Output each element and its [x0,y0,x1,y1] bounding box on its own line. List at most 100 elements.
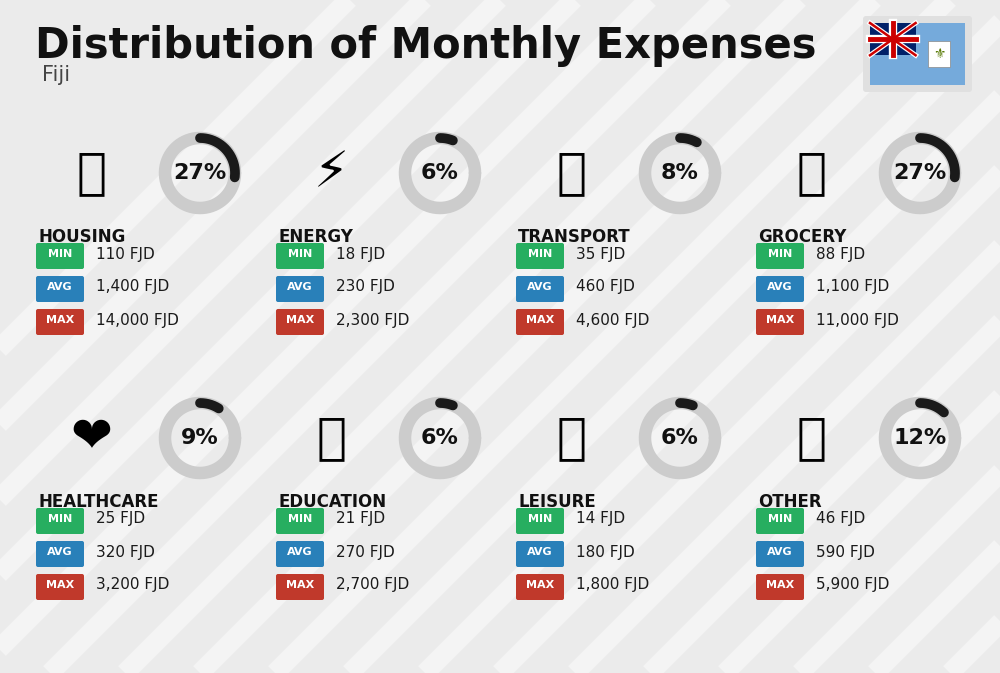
Text: MAX: MAX [526,315,554,325]
Text: 27%: 27% [893,163,947,183]
Bar [928,41,950,67]
FancyBboxPatch shape [516,276,564,302]
Text: 🛍️: 🛍️ [557,414,587,462]
FancyBboxPatch shape [516,243,564,269]
Text: AVG: AVG [287,282,313,292]
FancyBboxPatch shape [863,16,972,92]
Text: ENERGY: ENERGY [278,228,353,246]
FancyBboxPatch shape [516,541,564,567]
Text: 🛒: 🛒 [797,149,827,197]
Text: 14,000 FJD: 14,000 FJD [96,312,179,328]
FancyBboxPatch shape [36,574,84,600]
Text: Fiji: Fiji [42,65,70,85]
Text: MIN: MIN [768,249,792,259]
Text: 270 FJD: 270 FJD [336,544,395,559]
Text: AVG: AVG [767,282,793,292]
Text: 3,200 FJD: 3,200 FJD [96,577,169,592]
Text: MIN: MIN [48,249,72,259]
Text: 230 FJD: 230 FJD [336,279,395,295]
Text: GROCERY: GROCERY [758,228,846,246]
Text: Distribution of Monthly Expenses: Distribution of Monthly Expenses [35,25,816,67]
FancyBboxPatch shape [516,309,564,335]
Bar [870,23,965,85]
FancyBboxPatch shape [276,508,324,534]
Text: MAX: MAX [766,315,794,325]
Text: MIN: MIN [288,249,312,259]
Text: ⚜: ⚜ [933,47,946,61]
Text: 🚌: 🚌 [557,149,587,197]
Text: AVG: AVG [47,282,73,292]
FancyBboxPatch shape [36,309,84,335]
Text: 8%: 8% [661,163,699,183]
FancyBboxPatch shape [276,541,324,567]
Text: 1,100 FJD: 1,100 FJD [816,279,889,295]
Text: 6%: 6% [421,163,459,183]
Text: 11,000 FJD: 11,000 FJD [816,312,899,328]
Text: MIN: MIN [768,514,792,524]
Text: 🎓: 🎓 [317,414,347,462]
Text: 1,400 FJD: 1,400 FJD [96,279,169,295]
Text: AVG: AVG [287,547,313,557]
Text: 46 FJD: 46 FJD [816,511,865,526]
Text: 320 FJD: 320 FJD [96,544,155,559]
FancyBboxPatch shape [276,276,324,302]
Text: MAX: MAX [286,580,314,590]
FancyBboxPatch shape [756,508,804,534]
Text: HEALTHCARE: HEALTHCARE [38,493,158,511]
Text: 💰: 💰 [797,414,827,462]
Text: 27%: 27% [173,163,227,183]
Text: AVG: AVG [527,282,553,292]
FancyBboxPatch shape [36,508,84,534]
Text: MAX: MAX [46,580,74,590]
FancyBboxPatch shape [276,243,324,269]
Text: AVG: AVG [767,547,793,557]
FancyBboxPatch shape [36,276,84,302]
FancyBboxPatch shape [36,541,84,567]
Text: 4,600 FJD: 4,600 FJD [576,312,649,328]
Text: 180 FJD: 180 FJD [576,544,635,559]
FancyBboxPatch shape [36,243,84,269]
Text: 110 FJD: 110 FJD [96,246,155,262]
Text: HOUSING: HOUSING [38,228,125,246]
Text: 88 FJD: 88 FJD [816,246,865,262]
Text: MIN: MIN [528,249,552,259]
Text: 460 FJD: 460 FJD [576,279,635,295]
Text: 1,800 FJD: 1,800 FJD [576,577,649,592]
Text: TRANSPORT: TRANSPORT [518,228,631,246]
Text: MIN: MIN [48,514,72,524]
Text: 2,700 FJD: 2,700 FJD [336,577,409,592]
Text: 2,300 FJD: 2,300 FJD [336,312,409,328]
Text: ⚡️: ⚡️ [314,149,350,197]
FancyBboxPatch shape [516,574,564,600]
FancyBboxPatch shape [756,541,804,567]
Text: 6%: 6% [661,428,699,448]
Text: MAX: MAX [766,580,794,590]
Text: AVG: AVG [527,547,553,557]
Text: LEISURE: LEISURE [518,493,596,511]
FancyBboxPatch shape [756,243,804,269]
FancyBboxPatch shape [756,309,804,335]
FancyBboxPatch shape [756,574,804,600]
Text: 25 FJD: 25 FJD [96,511,145,526]
Text: MAX: MAX [46,315,74,325]
Text: MAX: MAX [526,580,554,590]
Text: 35 FJD: 35 FJD [576,246,625,262]
Text: 6%: 6% [421,428,459,448]
Text: 21 FJD: 21 FJD [336,511,385,526]
Text: 18 FJD: 18 FJD [336,246,385,262]
Text: EDUCATION: EDUCATION [278,493,386,511]
Bar [870,23,916,55]
Text: 5,900 FJD: 5,900 FJD [816,577,889,592]
Text: 🏗️: 🏗️ [77,149,107,197]
Text: 12%: 12% [893,428,947,448]
Text: MAX: MAX [286,315,314,325]
Text: 590 FJD: 590 FJD [816,544,875,559]
Text: MIN: MIN [528,514,552,524]
Text: 14 FJD: 14 FJD [576,511,625,526]
FancyBboxPatch shape [276,574,324,600]
Text: MIN: MIN [288,514,312,524]
FancyBboxPatch shape [756,276,804,302]
Text: AVG: AVG [47,547,73,557]
FancyBboxPatch shape [276,309,324,335]
Text: ❤️: ❤️ [71,414,113,462]
